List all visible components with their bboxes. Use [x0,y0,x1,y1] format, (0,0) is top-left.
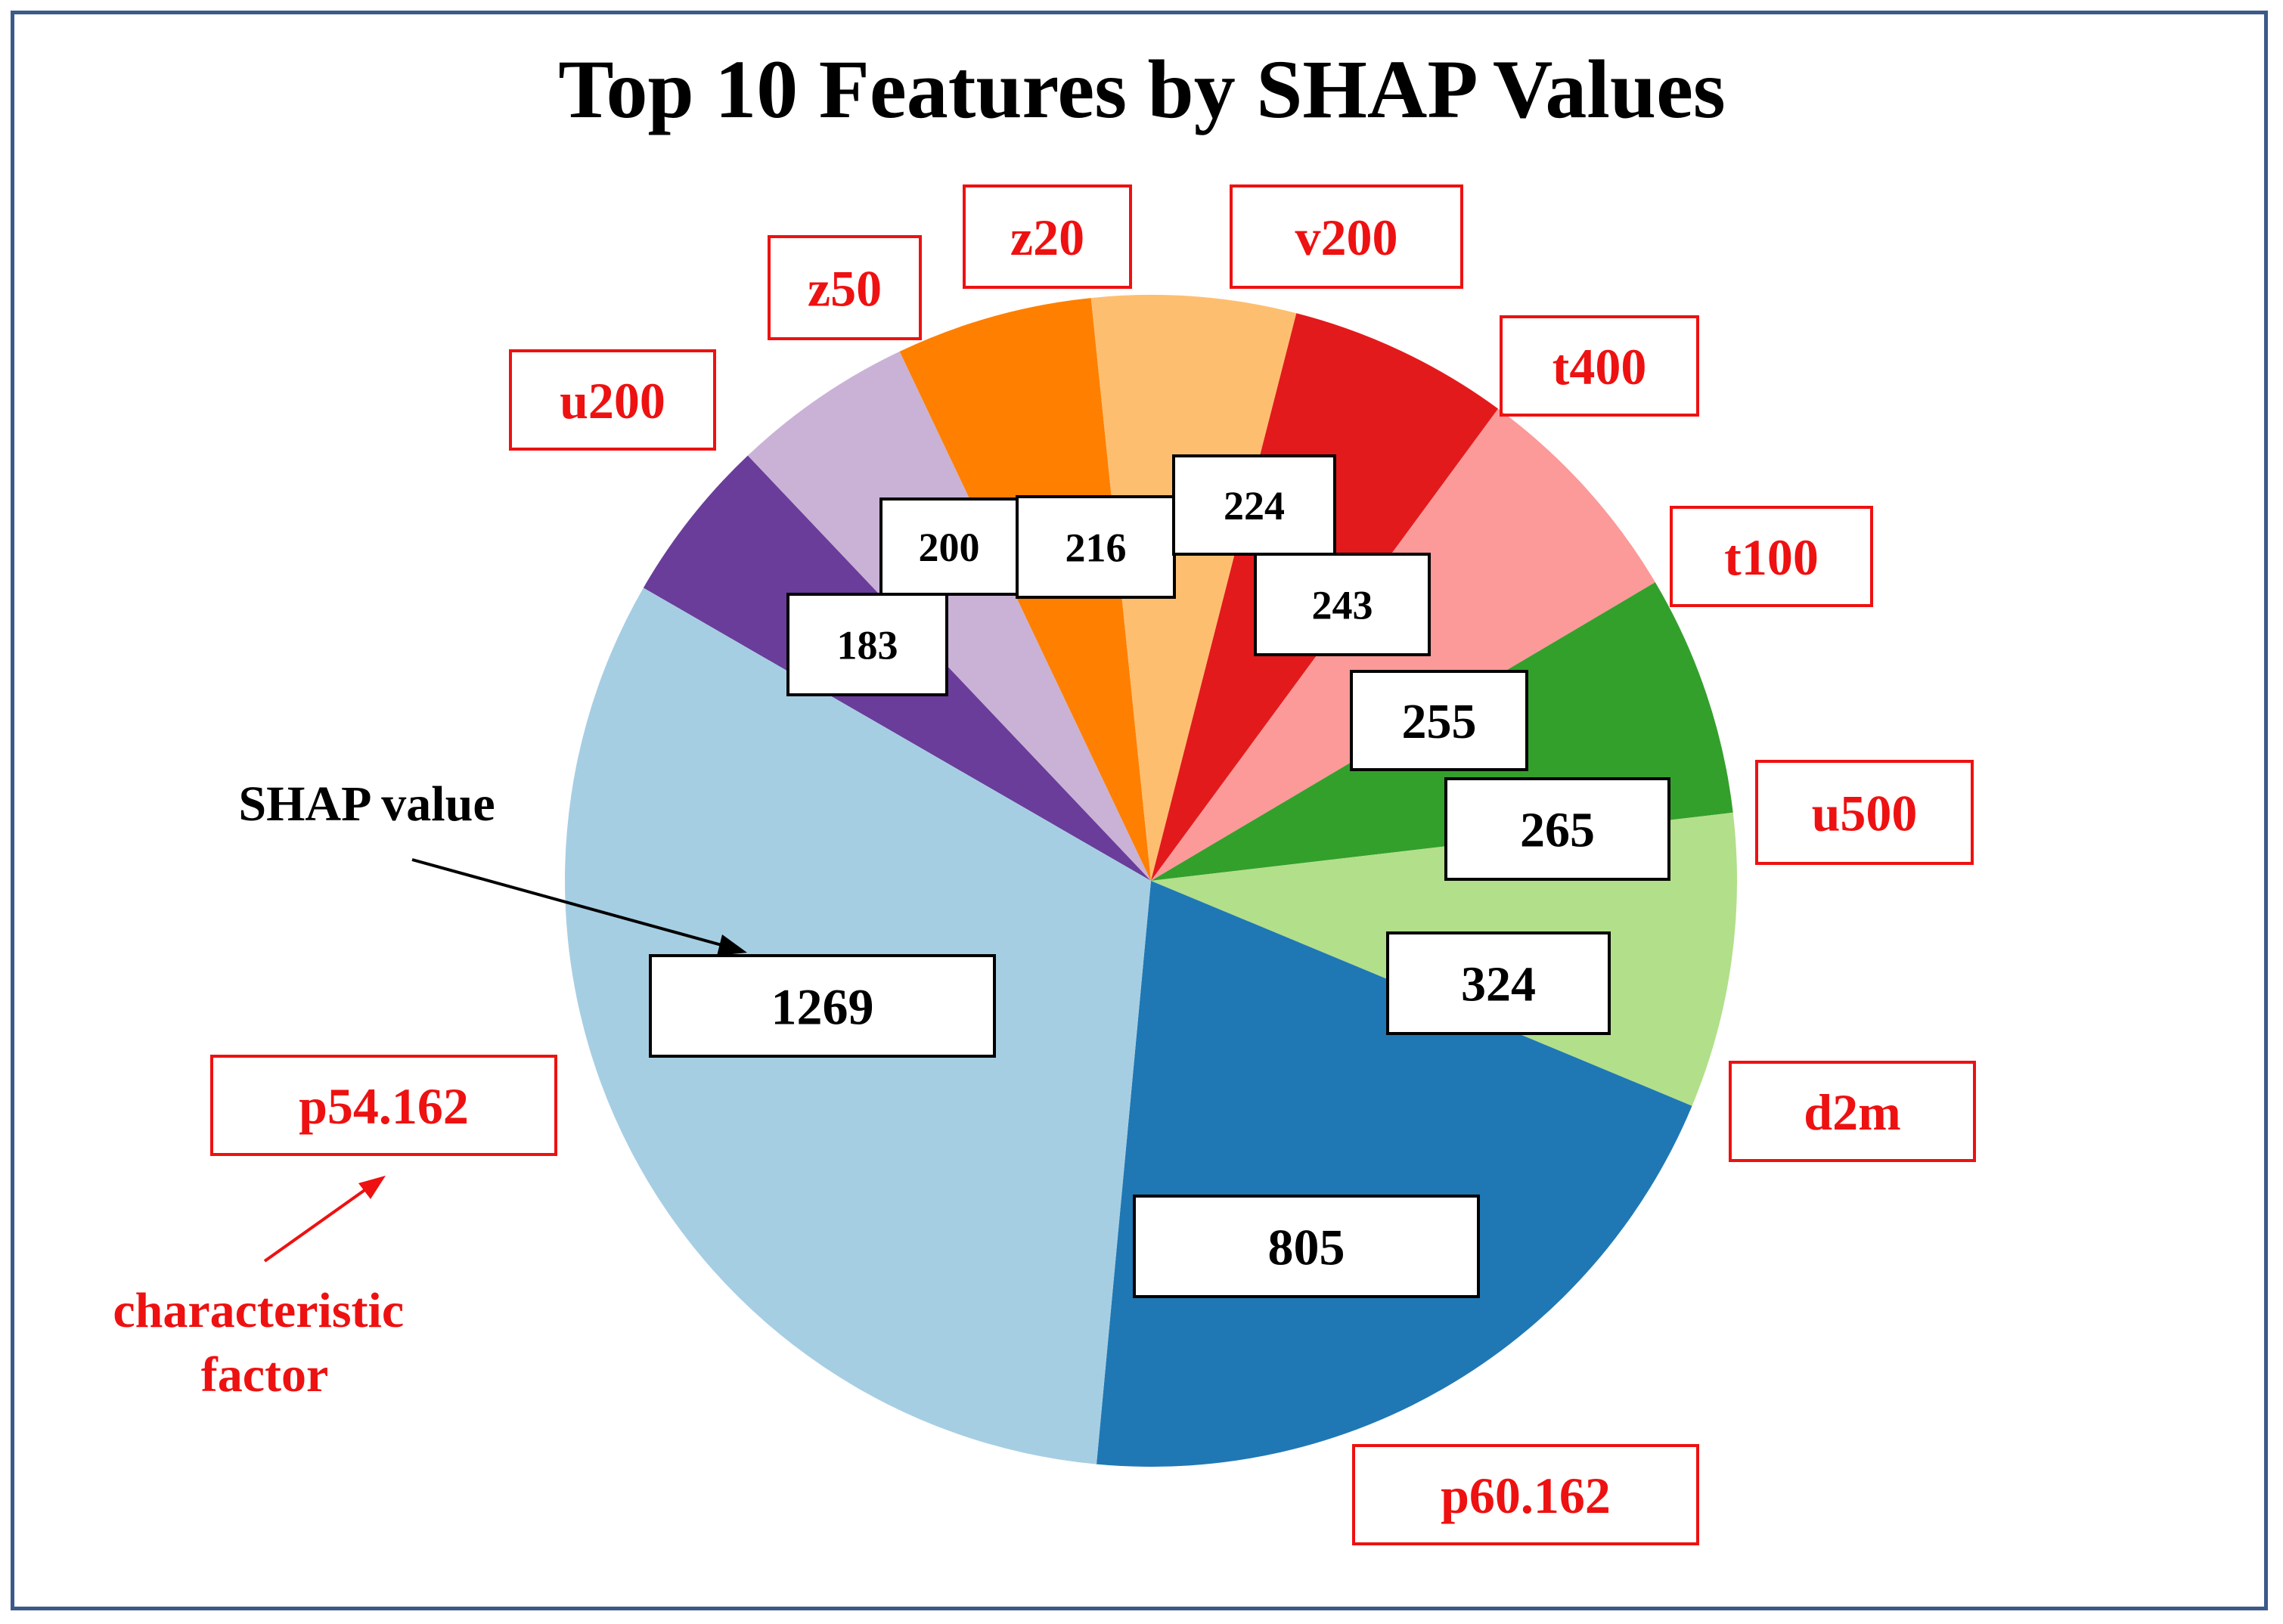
feature-text-u200: u200 [560,372,665,429]
value-label-d2m: 324 [1386,931,1611,1035]
value-label-p60-162: 805 [1133,1195,1480,1298]
value-label-u500: 265 [1444,777,1670,881]
value-text-p54-162: 1269 [771,978,874,1035]
feature-label-z20: z20 [963,184,1132,289]
feature-text-z20: z20 [1010,209,1084,266]
value-text-t100: 255 [1402,694,1477,749]
characteristic-factor-arrow-head [358,1176,386,1199]
feature-label-t400: t400 [1500,315,1699,417]
chart-title: Top 10 Features by SHAP Values [558,43,1725,135]
feature-text-z50: z50 [808,260,882,318]
feature-text-t100: t100 [1724,528,1819,586]
value-label-p54-162: 1269 [649,954,996,1058]
feature-text-d2m: d2m [1804,1083,1900,1141]
value-label-v200: 224 [1172,454,1336,556]
feature-label-u500: u500 [1755,760,1974,865]
value-label-z50: 200 [879,497,1019,596]
value-text-d2m: 324 [1461,957,1536,1012]
feature-text-p54-162: p54.162 [299,1077,469,1135]
value-text-u200: 183 [837,622,898,668]
feature-text-u500: u500 [1812,785,1918,842]
feature-text-v200: v200 [1295,209,1398,266]
characteristic-factor-line-1: characteristic [113,1283,404,1338]
feature-label-p60-162: p60.162 [1352,1444,1699,1545]
chart-frame [11,11,2268,1610]
shap-value-annotation: SHAP value [238,776,495,832]
value-text-p60-162: 805 [1268,1218,1345,1275]
value-text-t400: 243 [1312,582,1373,628]
value-label-u200: 183 [786,593,948,696]
feature-label-z50: z50 [768,235,922,340]
value-text-v200: 224 [1224,483,1285,528]
value-label-t100: 255 [1350,670,1528,771]
feature-label-t100: t100 [1670,506,1873,607]
value-label-t400: 243 [1254,553,1431,656]
value-text-u500: 265 [1520,803,1595,858]
pie-slice-z50 [747,351,1151,881]
pie-slice-v200 [1090,295,1297,881]
characteristic-factor-line-2: factor [201,1347,329,1402]
pie-slice-p60-162 [1096,881,1692,1467]
characteristic-factor-arrow-line [263,1185,371,1263]
value-label-z20: 216 [1016,495,1176,599]
feature-text-t400: t400 [1553,338,1647,395]
feature-text-p60-162: p60.162 [1441,1467,1611,1524]
feature-label-p54-162: p54.162 [210,1055,557,1156]
feature-label-d2m: d2m [1729,1061,1976,1162]
value-text-z50: 200 [919,525,980,570]
shap-value-arrow-line [411,858,730,949]
value-text-z20: 216 [1066,525,1127,570]
feature-label-u200: u200 [509,349,716,451]
feature-labels: u200 z50 z20 v200 t400 t100 u500 d2m p60.162 p54.… [210,184,1976,1545]
characteristic-factor-annotation: characteristic factor [113,1283,416,1402]
feature-label-v200: v200 [1230,184,1463,289]
shap-value-arrow-head [717,934,747,956]
value-labels: 183 200 216 224 243 255 265 324 805 1269 [649,454,1670,1298]
